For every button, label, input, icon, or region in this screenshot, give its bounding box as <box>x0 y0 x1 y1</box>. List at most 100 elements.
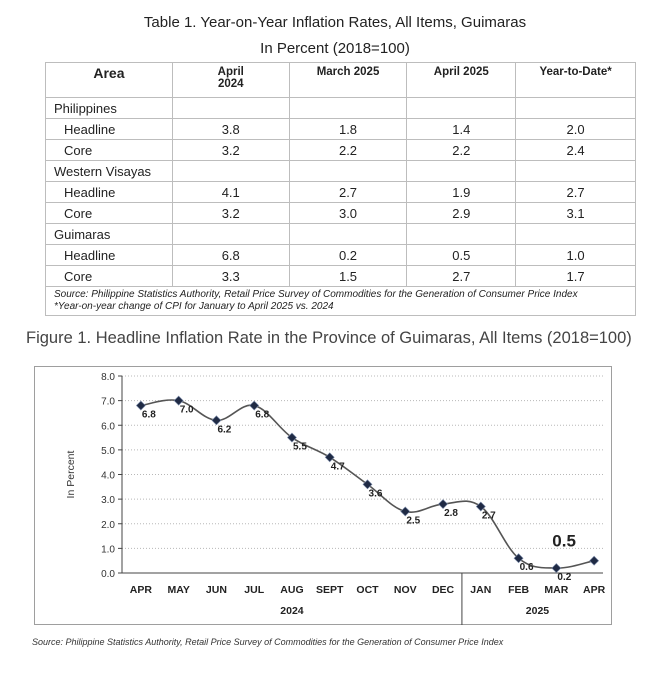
area-group-label: Western Visayas <box>45 160 173 182</box>
table-source-note: Source: Philippine Statistics Authority,… <box>45 286 636 316</box>
x-category-label: JUN <box>206 584 227 596</box>
x-category-label: MAR <box>544 584 568 596</box>
table-row: Core 3.2 2.2 2.2 2.4 <box>45 139 636 161</box>
table-cell: 3.8 <box>171 118 290 140</box>
table-cell: 2.0 <box>515 118 636 140</box>
area-group-label: Philippines <box>45 97 173 119</box>
figure-source-note: Source: Philippine Statistics Authority,… <box>32 637 504 647</box>
table-cell <box>406 160 517 182</box>
data-point-marker <box>211 415 222 426</box>
table-cell: 3.3 <box>171 265 290 287</box>
data-point-marker <box>135 400 146 411</box>
data-label: 0.2 <box>557 572 571 583</box>
table-row: Core 3.2 3.0 2.9 3.1 <box>45 202 636 224</box>
data-label: 0.6 <box>520 562 534 573</box>
table-cell: 0.5 <box>406 244 517 266</box>
table-row: Headline 3.8 1.8 1.4 2.0 <box>45 118 636 140</box>
x-category-label: AUG <box>280 584 303 596</box>
x-category-label: JAN <box>470 584 491 596</box>
area-row-label: Core <box>45 265 173 287</box>
y-tick-label: 4.0 <box>101 471 115 482</box>
x-category-label: NOV <box>394 584 417 596</box>
table-subtitle: In Percent (2018=100) <box>260 40 410 57</box>
table-cell: 1.5 <box>288 265 408 287</box>
area-row-label: Headline <box>45 244 173 266</box>
table-cell: 6.8 <box>171 244 290 266</box>
x-group-label: 2025 <box>526 605 550 617</box>
x-category-label: OCT <box>356 584 379 596</box>
data-point-marker <box>249 400 260 411</box>
table-cell: 1.0 <box>515 244 636 266</box>
area-row-label: Core <box>45 139 173 161</box>
data-point-marker <box>362 479 373 490</box>
y-tick-label: 1.0 <box>101 544 115 555</box>
table-cell: 2.2 <box>288 139 408 161</box>
headline-inflation-chart: 0.0 1.0 2.0 3.0 4.0 5.0 6.0 7.0 8.0 In Percent APR… <box>65 372 606 625</box>
figure-title: Figure 1. Headline Inflation Rate in the… <box>26 329 632 347</box>
table-cell <box>406 97 517 119</box>
x-category-label: FEB <box>508 584 529 596</box>
area-row-label: Headline <box>45 118 173 140</box>
table-cell: 3.2 <box>171 202 290 224</box>
chart-frame: 0.0 1.0 2.0 3.0 4.0 5.0 6.0 7.0 8.0 In Percent APR… <box>34 366 612 625</box>
data-point-marker <box>513 553 524 564</box>
data-label: 5.5 <box>293 442 307 453</box>
data-label: 2.8 <box>444 508 458 519</box>
table-header-row: Area April 2024 March 2025 April 2025 Ye… <box>45 62 636 98</box>
table-group-row: Philippines <box>45 97 636 119</box>
y-tick-label: 5.0 <box>101 446 115 457</box>
x-category-label: MAY <box>167 584 189 596</box>
table-cell: 2.2 <box>406 139 517 161</box>
table-cell: 3.2 <box>171 139 290 161</box>
table-cell: 3.1 <box>515 202 636 224</box>
area-group-label: Guimaras <box>45 223 173 245</box>
data-point-marker <box>551 563 562 574</box>
header-april-2025: April 2025 <box>406 62 517 98</box>
table-row: Core 3.3 1.5 2.7 1.7 <box>45 265 636 287</box>
table-group-row: Western Visayas <box>45 160 636 182</box>
data-point-marker <box>475 501 486 512</box>
x-category-label: SEPT <box>316 584 344 596</box>
table-cell <box>515 160 636 182</box>
header-march-2025: March 2025 <box>288 62 408 98</box>
x-category-label: DEC <box>432 584 455 596</box>
table-cell <box>515 223 636 245</box>
table-cell <box>406 223 517 245</box>
data-point-marker <box>438 499 448 509</box>
table-cell: 1.4 <box>406 118 517 140</box>
y-tick-label: 8.0 <box>101 372 115 383</box>
table-cell: 2.7 <box>288 181 408 203</box>
table-cell <box>171 97 290 119</box>
table-cell <box>288 97 408 119</box>
y-tick-label: 3.0 <box>101 495 115 506</box>
table-cell: 4.1 <box>171 181 290 203</box>
table-row: Headline 6.8 0.2 0.5 1.0 <box>45 244 636 266</box>
table-source-row: Source: Philippine Statistics Authority,… <box>45 286 636 316</box>
header-year-to-date: Year-to-Date* <box>515 62 636 98</box>
data-label: 6.8 <box>142 410 156 421</box>
table-cell: 3.0 <box>288 202 408 224</box>
data-label: 2.5 <box>406 515 420 526</box>
data-point-marker <box>287 432 297 443</box>
table-cell <box>515 97 636 119</box>
table-body: Philippines Headline 3.8 1.8 1.4 2.0 Core 3.2 2.… <box>45 97 636 287</box>
data-label: 2.7 <box>482 511 496 522</box>
table-cell <box>288 223 408 245</box>
inflation-table: Area April 2024 March 2025 April 2025 Ye… <box>45 62 636 316</box>
y-tick-label: 7.0 <box>101 397 115 408</box>
y-tick-label: 2.0 <box>101 520 115 531</box>
table-cell: 2.4 <box>515 139 636 161</box>
table-cell <box>288 160 408 182</box>
data-point-marker <box>324 452 335 463</box>
data-point-marker <box>400 506 411 517</box>
table-row: Headline 4.1 2.7 1.9 2.7 <box>45 181 636 203</box>
table-cell: 0.2 <box>288 244 408 266</box>
table-footnote-line: *Year-on-year change of CPI for January … <box>54 301 334 312</box>
header-area: Area <box>45 62 173 98</box>
table-cell <box>171 160 290 182</box>
x-category-label: APR <box>130 584 153 596</box>
data-label: 0.5 <box>552 532 576 551</box>
table-source-line: Source: Philippine Statistics Authority,… <box>54 289 578 300</box>
x-group-label: 2024 <box>280 605 304 617</box>
header-april-2024: April 2024 <box>171 62 290 98</box>
